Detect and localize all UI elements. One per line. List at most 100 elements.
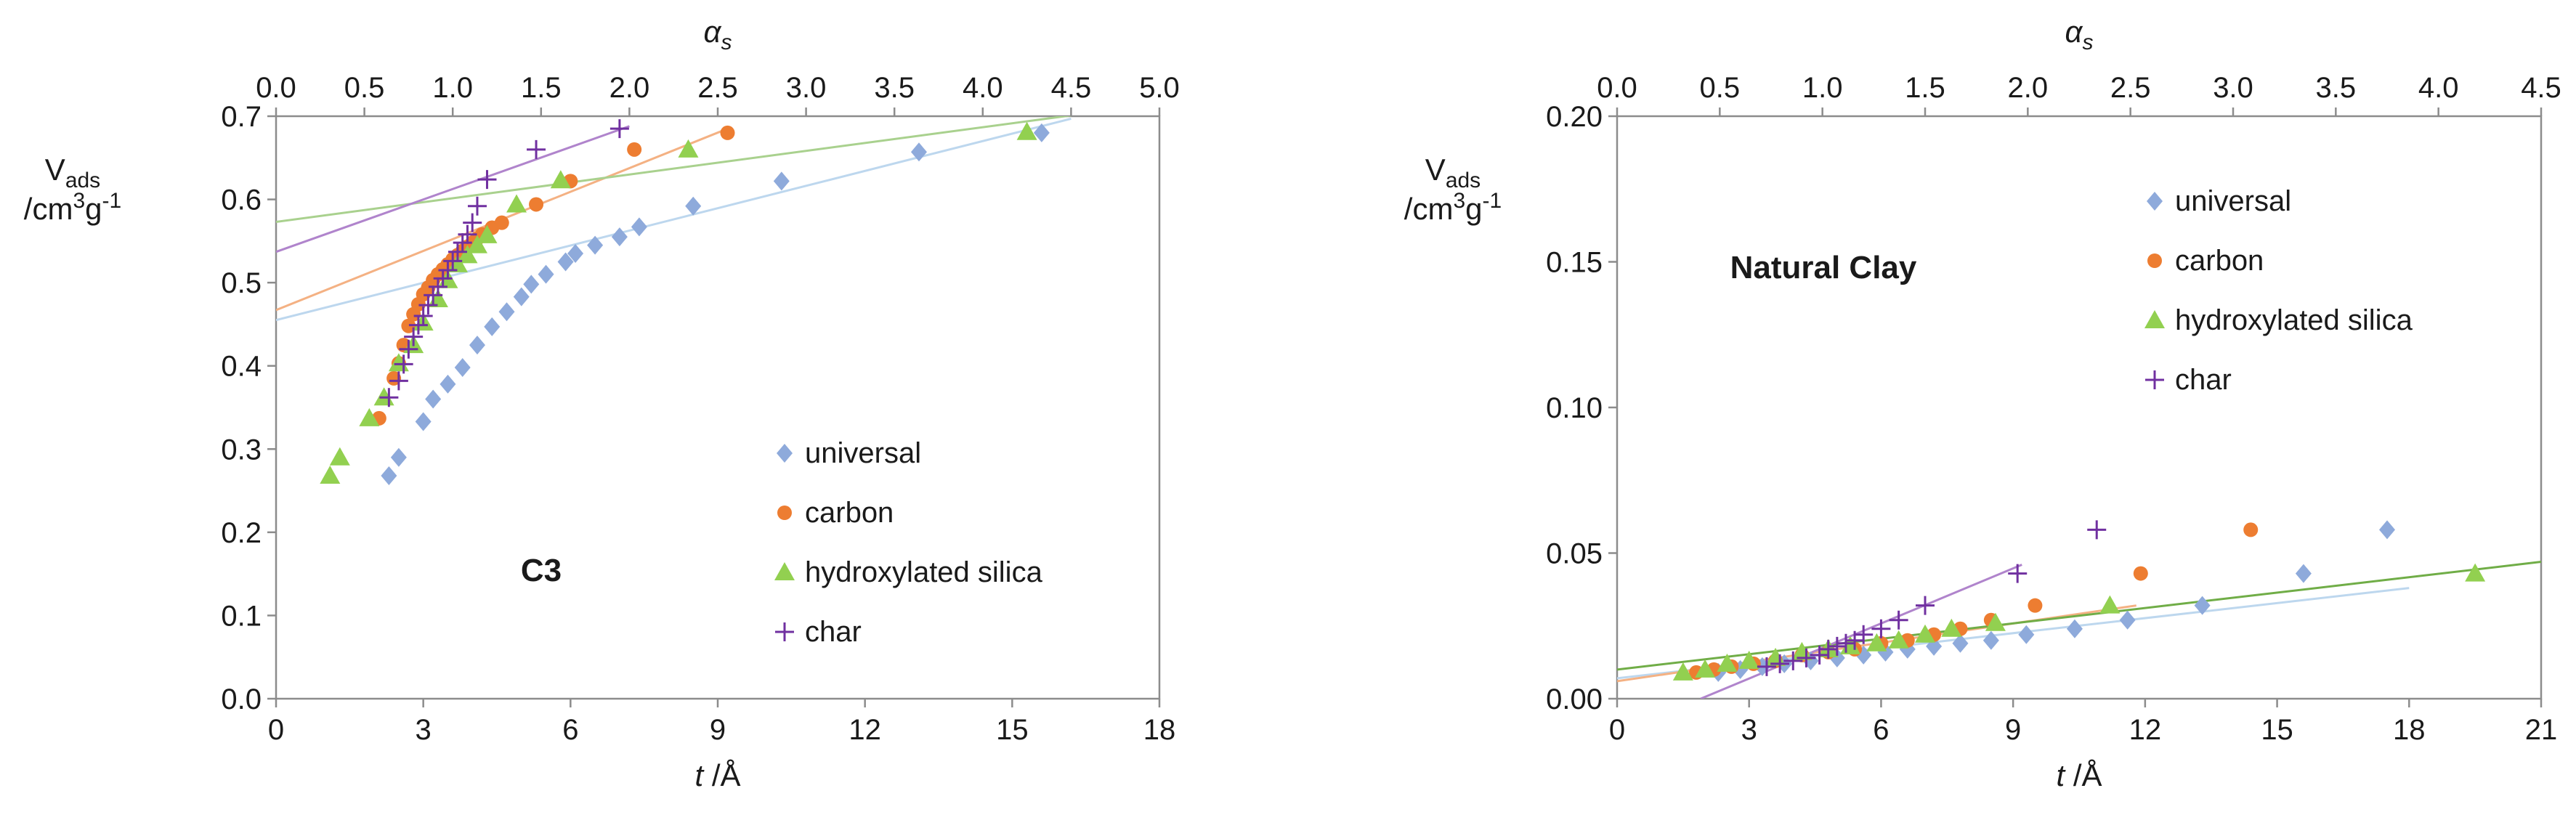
data-point: [1941, 618, 1962, 637]
data-point: [1916, 596, 1935, 615]
data-point: [611, 227, 628, 247]
data-point: [399, 339, 418, 359]
series-plus: [379, 119, 629, 407]
x2-tick-label: 1.0: [432, 72, 473, 104]
data-point: [773, 171, 790, 191]
data-point: [415, 412, 432, 431]
x2-tick-label: 2.5: [2110, 72, 2151, 104]
data-point: [1985, 612, 2006, 631]
x2-tick-label: 4.0: [2418, 72, 2459, 104]
series-triangle: [1672, 563, 2486, 681]
x-axis-variable: t: [694, 758, 705, 792]
data-point: [1757, 657, 1776, 676]
x2-tick-label: 4.5: [2521, 72, 2561, 104]
series-diamond: [381, 123, 1050, 485]
data-point: [1952, 633, 1969, 653]
y-tick-label: 0.7: [221, 101, 262, 133]
data-point: [1717, 653, 1738, 672]
data-point: [1672, 662, 1693, 681]
data-point: [1770, 654, 1790, 673]
y-tick-label: 0.20: [1546, 101, 1603, 133]
x2-tick-label: 2.5: [697, 72, 738, 104]
data-point: [477, 170, 497, 190]
y-axis-title-line2: /cm3g-1: [1404, 189, 1502, 226]
x-tick-label: 9: [710, 714, 726, 746]
data-point: [408, 315, 428, 335]
fit-line-plus: [276, 125, 630, 253]
x2-tick-label: 1.5: [521, 72, 562, 104]
panel-label: C3: [521, 553, 562, 588]
data-point: [469, 336, 485, 355]
data-point: [2018, 625, 2035, 644]
data-point: [394, 354, 413, 374]
data-point: [2066, 619, 2083, 638]
data-point: [627, 142, 642, 157]
data-point: [685, 196, 702, 216]
data-point: [1871, 619, 1891, 638]
data-point: [463, 213, 482, 232]
x-tick-label: 0: [1609, 714, 1625, 746]
data-point: [329, 447, 350, 466]
fit-line-triangle: [276, 116, 1072, 223]
x2-axis-title: αs: [2065, 15, 2094, 54]
data-point: [527, 139, 546, 159]
x2-tick-label: 4.0: [963, 72, 1003, 104]
data-point: [428, 277, 447, 296]
x-axis-unit: /Å: [2065, 758, 2102, 792]
data-point: [381, 466, 397, 485]
data-point: [631, 217, 647, 237]
data-point: [438, 260, 458, 280]
data-point: [2099, 595, 2121, 614]
x-tick-label: 6: [1873, 714, 1889, 746]
data-point: [498, 302, 515, 322]
x2-axis-title: αs: [704, 15, 732, 54]
y-axis-title-line1: Vads: [45, 153, 100, 192]
data-point: [386, 370, 402, 386]
x-axis-title: t /Å: [694, 758, 740, 792]
legend-marker-circle: [2147, 253, 2162, 268]
data-point: [567, 244, 584, 264]
series-plus: [1757, 520, 2107, 676]
fit-line-plus: [1700, 564, 2022, 699]
y-tick-label: 0.10: [1546, 392, 1603, 424]
data-point: [523, 275, 540, 294]
data-point: [453, 233, 472, 253]
x-tick-label: 6: [562, 714, 578, 746]
legend-marker-diamond: [2147, 192, 2163, 211]
data-point: [2008, 564, 2028, 583]
data-point: [433, 269, 453, 288]
data-point: [1033, 123, 1050, 142]
data-point: [557, 252, 574, 272]
data-point: [910, 142, 927, 162]
data-point: [458, 224, 477, 244]
y-tick-label: 0.05: [1546, 538, 1603, 570]
legend-label: universal: [2175, 185, 2291, 217]
y-tick-label: 0.6: [221, 184, 262, 216]
x2-tick-label: 3.0: [2213, 72, 2253, 104]
data-point: [2028, 598, 2043, 613]
data-point: [529, 197, 544, 212]
data-point: [506, 194, 527, 213]
legend-marker-diamond: [777, 444, 793, 463]
x-tick-label: 12: [2129, 714, 2162, 746]
y-tick-label: 0.5: [221, 267, 262, 299]
x2-tick-label: 0.0: [256, 72, 296, 104]
x-tick-label: 21: [2525, 714, 2558, 746]
data-point: [1818, 639, 1838, 659]
x-tick-label: 15: [996, 714, 1029, 746]
data-point: [1738, 650, 1759, 669]
x2-tick-label: 3.5: [874, 72, 915, 104]
fit-line-triangle: [1617, 561, 2541, 671]
fit-line-diamond: [276, 117, 1072, 322]
x2-tick-label: 4.5: [1051, 72, 1092, 104]
x2-tick-label: 2.0: [2008, 72, 2049, 104]
x-tick-label: 3: [416, 714, 432, 746]
data-point: [1695, 659, 1716, 678]
data-point: [477, 224, 498, 243]
data-point: [1889, 610, 1908, 630]
y-tick-label: 0.1: [221, 600, 262, 632]
legend-label: char: [805, 616, 862, 648]
data-point: [413, 306, 433, 325]
legend-marker-circle: [777, 506, 792, 520]
data-point: [1827, 636, 1847, 656]
